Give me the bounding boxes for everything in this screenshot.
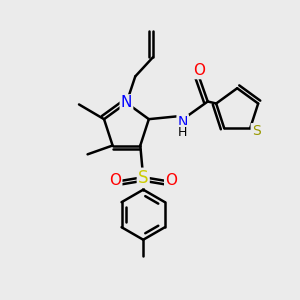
Text: O: O: [109, 173, 121, 188]
Text: O: O: [193, 63, 205, 78]
Text: N: N: [178, 115, 188, 129]
Text: S: S: [252, 124, 260, 138]
Text: H: H: [178, 126, 188, 139]
Text: O: O: [165, 173, 177, 188]
Text: N: N: [121, 95, 132, 110]
Text: S: S: [138, 169, 148, 187]
